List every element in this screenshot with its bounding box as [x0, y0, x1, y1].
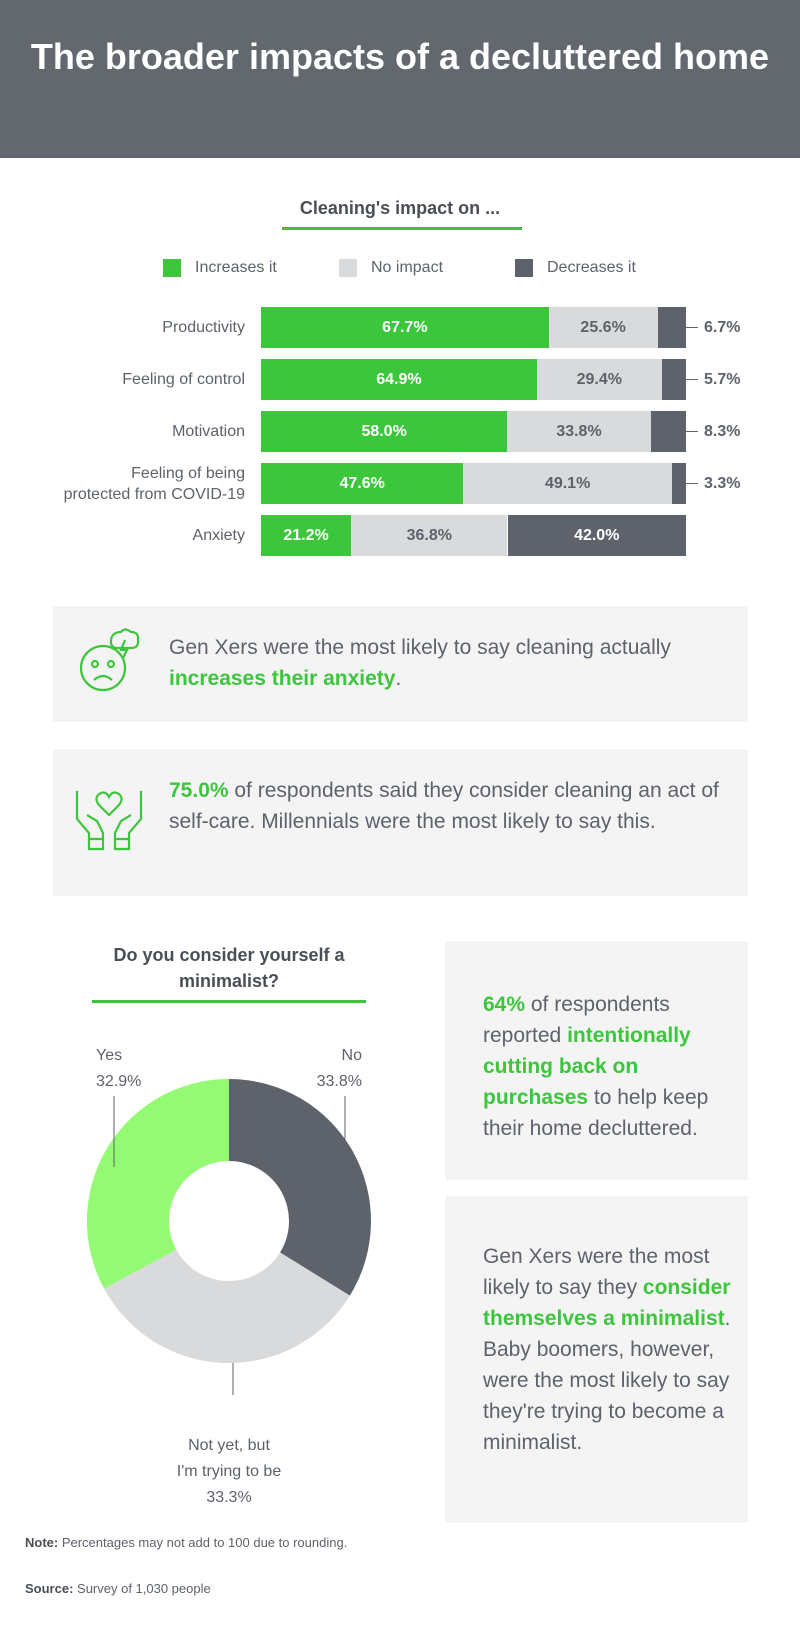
callout-purchases: 64% of respondents reported intentionall… — [445, 941, 748, 1180]
heart-hands-icon — [75, 791, 143, 851]
legend-label: Increases it — [195, 259, 277, 276]
slice-no — [229, 1079, 371, 1296]
callout-anxiety: Gen Xers were the most likely to say cle… — [53, 606, 748, 722]
legend-label: Decreases it — [547, 259, 636, 276]
slice-label-no: No 33.8% — [316, 1047, 362, 1090]
bar-row: 67.7% 25.6% — [261, 307, 686, 348]
data-label-outside: 3.3% — [686, 463, 740, 504]
bar-category-label: Anxiety — [0, 525, 245, 546]
callout-text: 75.0% of respondents said they consider … — [169, 779, 719, 833]
data-label: 21.2% — [283, 526, 329, 544]
data-label-outside: 6.7% — [686, 307, 740, 348]
data-label: 33.8% — [556, 422, 602, 440]
data-label: 25.6% — [580, 318, 626, 336]
donut-chart-title: Do you consider yourself a minimalist? — [113, 945, 345, 991]
legend-swatch — [163, 259, 181, 277]
data-label-outside: 5.7% — [686, 359, 740, 400]
donut-chart — [86, 1079, 371, 1395]
bar-segment-none: 36.8% — [351, 515, 508, 556]
data-label: 49.1% — [544, 474, 591, 492]
callout-minimalist: Gen Xers were the most likely to say the… — [445, 1196, 748, 1523]
page-title: The broader impacts of a decluttered hom… — [30, 36, 770, 77]
callout-text: Gen Xers were the most likely to say cle… — [169, 636, 671, 690]
slice-label-trying: Not yet, but I'm trying to be 33.3% — [176, 1437, 282, 1506]
footnote: Note: Percentages may not add to 100 due… — [25, 1535, 348, 1550]
legend-swatch — [515, 259, 533, 277]
bar-segment-decrease — [661, 359, 686, 400]
data-label: 29.4% — [576, 370, 622, 388]
label-line: Anxiety — [192, 527, 245, 544]
callout-text: 64% of respondents reported intentionall… — [483, 993, 709, 1140]
bar-segment-increase: 58.0% — [261, 411, 508, 452]
source: Source: Survey of 1,030 people — [25, 1581, 211, 1596]
bar-category-label: Motivation — [0, 421, 245, 442]
bar-segment-none: 25.6% — [548, 307, 658, 348]
bar-category-label: Feeling of being protected from COVID-19 — [0, 463, 245, 505]
bar-row: 58.0% 33.8% — [261, 411, 686, 452]
title-underline — [282, 227, 522, 230]
title-underline — [92, 1000, 366, 1003]
label-line: Motivation — [172, 423, 245, 440]
bar-category-label: Feeling of control — [0, 369, 245, 390]
bar-segment-none: 33.8% — [507, 411, 651, 452]
data-label: 47.6% — [339, 474, 385, 492]
label-line: Productivity — [162, 319, 245, 336]
anxious-face-icon — [79, 628, 140, 692]
data-label: 58.0% — [361, 422, 407, 440]
bar-segment-increase: 64.9% — [261, 359, 537, 400]
bar-chart-title: Cleaning's impact on ... — [299, 198, 501, 218]
bar-segment-increase: 47.6% — [261, 463, 464, 504]
data-label: 42.0% — [574, 526, 620, 544]
legend-decrease: Decreases it — [515, 259, 636, 277]
label-line: protected from COVID-19 — [63, 485, 245, 503]
bar-segment-decrease — [650, 411, 686, 452]
bar-row: 64.9% 29.4% — [261, 359, 686, 400]
slice-yes — [86, 1079, 230, 1289]
bar-row: 47.6% 49.1% — [261, 463, 686, 504]
data-label: 36.8% — [406, 526, 452, 544]
bar-segment-none: 49.1% — [463, 463, 672, 504]
data-label-outside: 8.3% — [686, 411, 740, 452]
label-line: Feeling of being — [131, 464, 245, 482]
slice-trying — [104, 1249, 350, 1363]
data-label: 67.7% — [382, 318, 428, 336]
legend-increase: Increases it — [163, 259, 277, 277]
bar-category-label: Productivity — [0, 317, 245, 338]
header-banner: The broader impacts of a decluttered hom… — [0, 0, 800, 158]
callout-text: Gen Xers were the most likely to say the… — [483, 1245, 731, 1454]
bar-segment-none: 29.4% — [536, 359, 662, 400]
label-line: Feeling of control — [122, 371, 245, 388]
bar-segment-decrease — [657, 307, 686, 348]
data-label: 64.9% — [376, 370, 422, 388]
callout-self-care: 75.0% of respondents said they consider … — [53, 749, 748, 896]
legend-label: No impact — [371, 259, 444, 276]
bar-segment-decrease: 42.0% — [507, 515, 686, 556]
legend-swatch — [339, 259, 357, 277]
bar-segment-increase: 21.2% — [261, 515, 352, 556]
legend-none: No impact — [339, 259, 443, 277]
bar-row: 21.2% 36.8% 42.0% — [261, 515, 686, 556]
bar-segment-increase: 67.7% — [261, 307, 549, 348]
slice-label-yes: Yes 32.9% — [96, 1047, 142, 1090]
bar-segment-decrease — [671, 463, 686, 504]
